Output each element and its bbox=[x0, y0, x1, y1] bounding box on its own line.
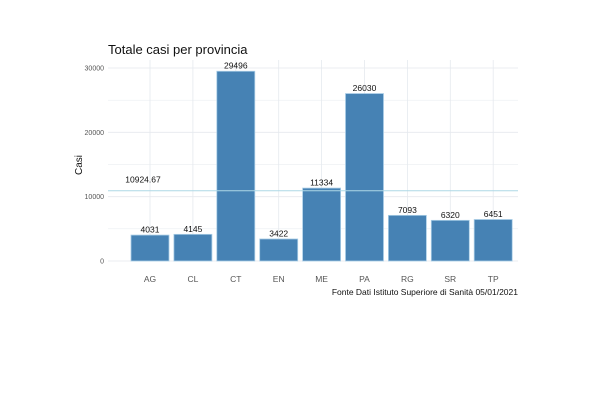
y-tick-label: 10000 bbox=[85, 194, 105, 201]
value-label-ME: 11334 bbox=[310, 178, 333, 188]
bar-AG bbox=[130, 234, 170, 262]
value-label-CT: 29496 bbox=[224, 61, 248, 71]
x-tick-label: ME bbox=[315, 274, 328, 284]
x-tick-label: PA bbox=[359, 274, 370, 284]
x-tick-label: SR bbox=[444, 274, 456, 284]
y-tick-label: 0 bbox=[100, 259, 104, 266]
x-tick-label: EN bbox=[273, 274, 285, 284]
mean-label: 10924.67 bbox=[125, 175, 161, 185]
axis-ticks: AG CL CT EN ME PA RG SR TP 0 10000 20000 30000 bbox=[85, 66, 499, 285]
bar-RG bbox=[387, 214, 427, 262]
value-label-AG: 4031 bbox=[141, 225, 160, 235]
bar-CL bbox=[173, 233, 213, 262]
value-label-SR: 6320 bbox=[441, 210, 460, 220]
value-label-EN: 3422 bbox=[269, 228, 288, 238]
y-axis-label: Casi bbox=[74, 155, 85, 175]
bar-ME bbox=[302, 187, 342, 262]
y-tick-label: 20000 bbox=[85, 130, 105, 137]
y-tick-label: 30000 bbox=[85, 66, 105, 73]
value-labels: 4031 4145 29496 3422 11334 26030 7093 6320 6451 bbox=[141, 61, 503, 239]
bar-PA bbox=[345, 93, 384, 262]
bar-CT bbox=[216, 70, 256, 262]
x-tick-label: CL bbox=[187, 274, 198, 284]
value-label-PA: 26030 bbox=[353, 83, 377, 93]
x-tick-label: AG bbox=[144, 274, 156, 284]
value-label-TP: 6451 bbox=[484, 209, 503, 219]
bar-SR bbox=[430, 219, 470, 262]
x-tick-label: RG bbox=[401, 274, 414, 284]
x-tick-label: TP bbox=[488, 274, 499, 284]
chart-title: Totale casi per provincia bbox=[108, 42, 248, 57]
caption: Fonte Dati Istituto Superiore di Sanità … bbox=[332, 287, 518, 297]
bar-TP bbox=[473, 219, 513, 262]
value-label-RG: 7093 bbox=[398, 205, 417, 215]
bar-EN bbox=[259, 238, 299, 262]
x-tick-label: CT bbox=[230, 274, 241, 284]
value-label-CL: 4145 bbox=[183, 224, 202, 234]
bars bbox=[130, 70, 513, 262]
